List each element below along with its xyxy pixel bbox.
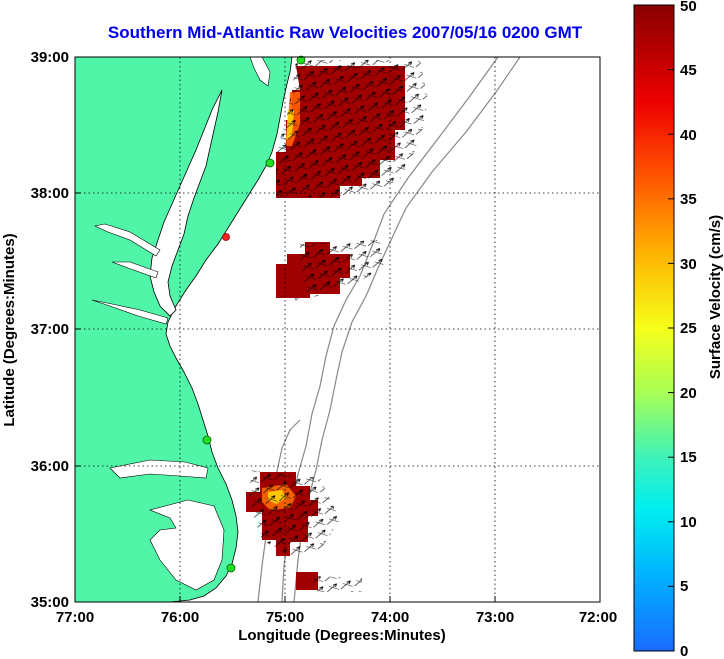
- colorbar: 50 45 40 35 30 25 20 15 10 5 0 Surface V…: [633, 0, 724, 659]
- station-marker: [265, 158, 275, 168]
- chesapeake-bay: [149, 89, 223, 317]
- chart-title: Southern Mid-Atlantic Raw Velocities 200…: [108, 23, 583, 42]
- station-marker: [296, 55, 306, 65]
- colorbar-tick-label: 30: [680, 256, 697, 273]
- station-marker-offline: [222, 233, 230, 241]
- colorbar-tick-label: 25: [680, 320, 697, 337]
- colorbar-tick-label: 35: [680, 191, 697, 208]
- grid-lines: [75, 57, 600, 602]
- y-tick-label: 37:00: [31, 321, 69, 338]
- tick-marks: [75, 192, 496, 602]
- station-marker: [202, 435, 212, 445]
- colorbar-tick-label: 40: [680, 127, 697, 144]
- rappahannock-river: [111, 261, 159, 279]
- x-tick-label: 77:00: [56, 609, 94, 626]
- colorbar-gradient: [633, 4, 675, 652]
- colorbar-tick-label: 20: [680, 385, 697, 402]
- y-axis-label: Latitude (Degrees:Minutes): [1, 233, 18, 426]
- albemarle-sound: [109, 459, 209, 479]
- colorbar-tick-label: 50: [680, 0, 697, 15]
- x-tick-label: 75:00: [266, 609, 304, 626]
- y-axis-ticks: 39:00 38:00 37:00 36:00 35:00: [31, 49, 69, 611]
- x-tick-label: 73:00: [476, 609, 514, 626]
- y-tick-label: 35:00: [31, 594, 69, 611]
- colorbar-label: Surface Velocity (cm/s): [707, 215, 724, 379]
- x-tick-label: 72:00: [579, 609, 617, 626]
- pamlico-sound: [149, 499, 225, 591]
- y-tick-label: 38:00: [31, 185, 69, 202]
- x-tick-label: 76:00: [161, 609, 199, 626]
- x-axis-ticks: 77:00 76:00 75:00 74:00 73:00 72:00: [56, 609, 617, 626]
- colorbar-tick-label: 0: [680, 643, 688, 659]
- colorbar-ticks: [668, 69, 674, 587]
- colorbar-tick-label: 15: [680, 449, 697, 466]
- radar-stations: [202, 55, 306, 573]
- colorbar-tick-label: 5: [680, 578, 688, 595]
- colorbar-tick-label: 10: [680, 514, 697, 531]
- x-axis-label: Longitude (Degrees:Minutes): [238, 627, 446, 644]
- delaware-bay: [249, 57, 271, 87]
- station-marker: [226, 563, 236, 573]
- colorbar-tick-label: 45: [680, 62, 697, 79]
- x-tick-label: 74:00: [371, 609, 409, 626]
- potomac-river: [94, 223, 161, 257]
- y-tick-label: 39:00: [31, 49, 69, 66]
- james-river: [91, 299, 169, 325]
- y-tick-label: 36:00: [31, 458, 69, 475]
